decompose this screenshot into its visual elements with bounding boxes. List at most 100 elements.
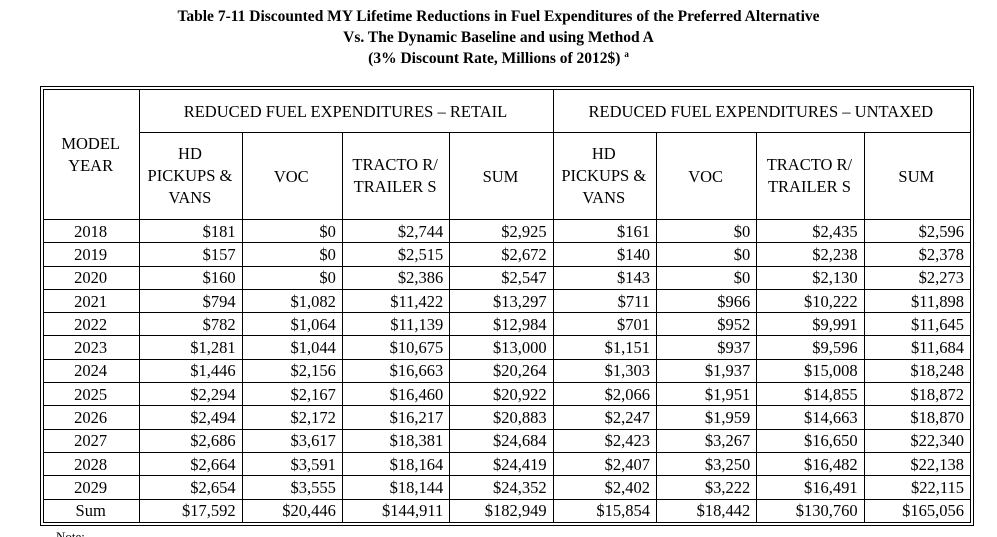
title-line-2: Vs. The Dynamic Baseline and using Metho… (343, 29, 654, 46)
cell-untaxed-tractor: $2,238 (756, 242, 865, 267)
cell-untaxed-tractor: $9,991 (756, 312, 865, 337)
cell-year: 2020 (42, 265, 141, 290)
cell-untaxed-hd: $2,066 (552, 382, 657, 407)
cell-retail-sum: $24,352 (449, 475, 554, 500)
cell-retail-tractor: $2,744 (341, 218, 451, 244)
header-retail-hd: HD PICKUPS & VANS (139, 132, 243, 220)
cell-retail-voc: $1,044 (241, 335, 343, 360)
table-row: 2020 $160 $0 $2,386 $2,547 $143 $0 $2,130 $2,273 (42, 265, 972, 290)
cell-retail-sum: $2,925 (449, 218, 554, 244)
cell-retail-tractor: $16,217 (341, 405, 451, 430)
cell-untaxed-hd: $2,423 (552, 428, 657, 453)
table-row: 2025 $2,294 $2,167 $16,460 $20,922 $2,066 $1,9… (42, 382, 972, 407)
table-row: 2021 $794 $1,082 $11,422 $13,297 $711 $966 $10,… (42, 288, 972, 314)
cell-retail-voc: $1,082 (241, 288, 343, 314)
cell-untaxed-voc: $3,250 (655, 451, 758, 477)
header-model-year: MODEL YEAR (42, 89, 141, 220)
fuel-expenditures-table: MODEL YEAR REDUCED FUEL EXPENDITURES – R… (42, 89, 972, 523)
title-superscript: a (624, 48, 629, 59)
table-row: 2029 $2,654 $3,555 $18,144 $24,352 $2,402 $3,2… (42, 475, 972, 500)
cell-untaxed-voc: $1,959 (655, 405, 758, 430)
cell-retail-hd: $2,686 (139, 428, 243, 453)
cell-retail-tractor: $10,675 (341, 335, 451, 360)
cell-untaxed-tractor: $14,855 (756, 382, 865, 407)
cell-retail-hd: $181 (139, 218, 243, 244)
cell-untaxed-sum: $18,872 (863, 382, 972, 407)
cell-retail-tractor: $18,164 (341, 451, 451, 477)
title-line-3-text: (3% Discount Rate, Millions of 2012$) (368, 50, 621, 67)
cell-year: 2019 (42, 242, 141, 267)
cell-retail-hd: $2,654 (139, 475, 243, 500)
cell-retail-hd: $17,592 (139, 498, 243, 523)
cell-retail-tractor: $11,422 (341, 288, 451, 314)
cell-untaxed-voc: $937 (655, 335, 758, 360)
cell-untaxed-hd: $2,402 (552, 475, 657, 500)
cell-untaxed-sum: $2,378 (863, 242, 972, 267)
cell-untaxed-sum: $18,870 (863, 405, 972, 430)
cell-untaxed-hd: $1,303 (552, 358, 657, 384)
table-body: 2018 $181 $0 $2,744 $2,925 $161 $0 $2,435 $2,596… (42, 218, 972, 523)
cell-retail-sum: $13,000 (449, 335, 554, 360)
header-group-retail: REDUCED FUEL EXPENDITURES – RETAIL (139, 89, 554, 133)
title-line-3: (3% Discount Rate, Millions of 2012$) a (0, 48, 997, 69)
cell-retail-sum: $24,419 (449, 451, 554, 477)
table-row: 2028 $2,664 $3,591 $18,164 $24,419 $2,407 $3,2… (42, 451, 972, 477)
cell-untaxed-hd: $711 (552, 288, 657, 314)
cell-untaxed-tractor: $14,663 (756, 405, 865, 430)
cell-retail-hd: $160 (139, 265, 243, 290)
cell-untaxed-sum: $2,596 (863, 218, 972, 244)
cell-retail-hd: $2,664 (139, 451, 243, 477)
cell-year: 2023 (42, 335, 141, 360)
header-untaxed-tractor: TRACTO R/ TRAILER S (756, 132, 865, 220)
cell-retail-sum: $2,672 (449, 242, 554, 267)
cell-retail-hd: $1,281 (139, 335, 243, 360)
cell-retail-voc: $2,172 (241, 405, 343, 430)
cell-retail-tractor: $18,381 (341, 428, 451, 453)
table-title: Table 7-11 Discounted MY Lifetime Reduct… (0, 6, 997, 69)
table-row: 2018 $181 $0 $2,744 $2,925 $161 $0 $2,435 $2,596 (42, 218, 972, 244)
table-row: 2026 $2,494 $2,172 $16,217 $20,883 $2,247 $1,9… (42, 405, 972, 430)
cell-year: 2024 (42, 358, 141, 384)
cell-retail-sum: $24,684 (449, 428, 554, 453)
cell-untaxed-sum: $165,056 (863, 498, 972, 523)
table-row: 2019 $157 $0 $2,515 $2,672 $140 $0 $2,238 $2,378 (42, 242, 972, 267)
cell-untaxed-tractor: $16,482 (756, 451, 865, 477)
cell-untaxed-sum: $11,898 (863, 288, 972, 314)
cell-retail-sum: $20,922 (449, 382, 554, 407)
cell-untaxed-hd: $701 (552, 312, 657, 337)
cell-retail-sum: $20,883 (449, 405, 554, 430)
cell-retail-tractor: $18,144 (341, 475, 451, 500)
cell-retail-voc: $2,167 (241, 382, 343, 407)
cell-retail-tractor: $11,139 (341, 312, 451, 337)
cell-untaxed-sum: $22,115 (863, 475, 972, 500)
cell-retail-hd: $782 (139, 312, 243, 337)
header-retail-voc: VOC (241, 132, 343, 220)
cell-untaxed-hd: $161 (552, 218, 657, 244)
table-row: 2023 $1,281 $1,044 $10,675 $13,000 $1,151 $937… (42, 335, 972, 360)
cell-untaxed-tractor: $16,650 (756, 428, 865, 453)
cell-untaxed-hd: $2,247 (552, 405, 657, 430)
cell-retail-hd: $2,494 (139, 405, 243, 430)
cell-year: 2028 (42, 451, 141, 477)
table-row: 2024 $1,446 $2,156 $16,663 $20,264 $1,303 $1,9… (42, 358, 972, 384)
cell-retail-voc: $2,156 (241, 358, 343, 384)
cell-retail-hd: $157 (139, 242, 243, 267)
cell-retail-sum: $12,984 (449, 312, 554, 337)
cell-retail-sum: $13,297 (449, 288, 554, 314)
cell-retail-sum: $182,949 (449, 498, 554, 523)
cell-untaxed-tractor: $15,008 (756, 358, 865, 384)
cell-untaxed-hd: $1,151 (552, 335, 657, 360)
table-frame: MODEL YEAR REDUCED FUEL EXPENDITURES – R… (40, 86, 974, 526)
cell-untaxed-voc: $0 (655, 242, 758, 267)
cell-year: 2029 (42, 475, 141, 500)
cell-retail-voc: $20,446 (241, 498, 343, 523)
cell-untaxed-voc: $0 (655, 218, 758, 244)
header-untaxed-sum: SUM (863, 132, 972, 220)
cell-untaxed-voc: $1,937 (655, 358, 758, 384)
header-untaxed-hd: HD PICKUPS & VANS (552, 132, 657, 220)
cell-untaxed-voc: $952 (655, 312, 758, 337)
cell-retail-voc: $3,591 (241, 451, 343, 477)
header-untaxed-voc: VOC (655, 132, 758, 220)
cell-untaxed-sum: $22,138 (863, 451, 972, 477)
cell-retail-tractor: $16,460 (341, 382, 451, 407)
